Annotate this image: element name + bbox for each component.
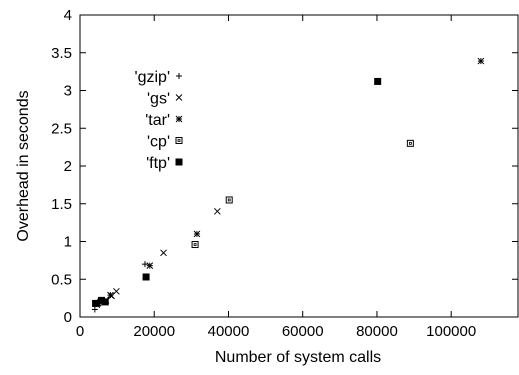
data-point <box>141 261 148 268</box>
legend-marker <box>175 158 183 166</box>
data-point <box>213 207 221 215</box>
data-point <box>477 57 485 65</box>
data-point <box>146 262 154 270</box>
data-point <box>113 287 120 295</box>
legend-marker <box>175 115 183 123</box>
legend-label: 'ftp' <box>146 155 170 172</box>
y-tick-label: 0 <box>64 309 72 326</box>
data-point <box>406 139 414 147</box>
data-point <box>92 299 100 307</box>
y-tick-label: 0.5 <box>51 271 72 288</box>
y-axis-ticks: 0 0.5 1 1.5 2 2.5 3 3.5 4 <box>51 7 518 326</box>
series-1 <box>97 207 221 306</box>
data-point <box>101 298 109 306</box>
x-tick-label: 100000 <box>426 323 476 340</box>
legend-label: 'tar' <box>145 112 170 129</box>
data-point <box>160 249 167 257</box>
x-tick-label: 80000 <box>356 323 398 340</box>
x-tick-label: 40000 <box>208 323 250 340</box>
series-0 <box>91 261 148 313</box>
x-tick-label: 60000 <box>282 323 324 340</box>
y-tick-label: 3 <box>64 83 72 100</box>
data-point <box>374 77 382 85</box>
y-axis-label: Overhead in seconds <box>15 90 32 241</box>
legend-marker <box>175 94 183 101</box>
series-3 <box>191 139 414 249</box>
legend-marker <box>175 137 183 144</box>
legend: 'gzip' 'gs' 'tar' 'cp' 'ftp' <box>135 69 183 172</box>
data-point <box>107 291 114 299</box>
series-4 <box>92 77 382 307</box>
data-point <box>142 273 150 281</box>
legend-marker <box>176 73 182 79</box>
data-points <box>91 57 485 313</box>
x-tick-label: 0 <box>76 323 84 340</box>
data-point <box>91 306 98 313</box>
y-tick-label: 1.5 <box>51 196 72 213</box>
data-point <box>225 196 233 204</box>
y-tick-label: 4 <box>64 7 72 24</box>
x-tick-label: 20000 <box>133 323 175 340</box>
legend-label: 'cp' <box>147 134 170 151</box>
y-tick-label: 2 <box>64 158 72 175</box>
data-point <box>191 241 199 249</box>
data-point <box>193 230 201 238</box>
y-tick-label: 3.5 <box>51 45 72 62</box>
y-tick-label: 1 <box>64 234 72 251</box>
y-tick-label: 2.5 <box>51 120 72 137</box>
legend-label: 'gs' <box>147 91 170 108</box>
x-axis-ticks: 0 20000 40000 60000 80000 100000 <box>76 15 476 340</box>
x-axis-label: Number of system calls <box>215 349 381 366</box>
legend-label: 'gzip' <box>135 69 170 86</box>
